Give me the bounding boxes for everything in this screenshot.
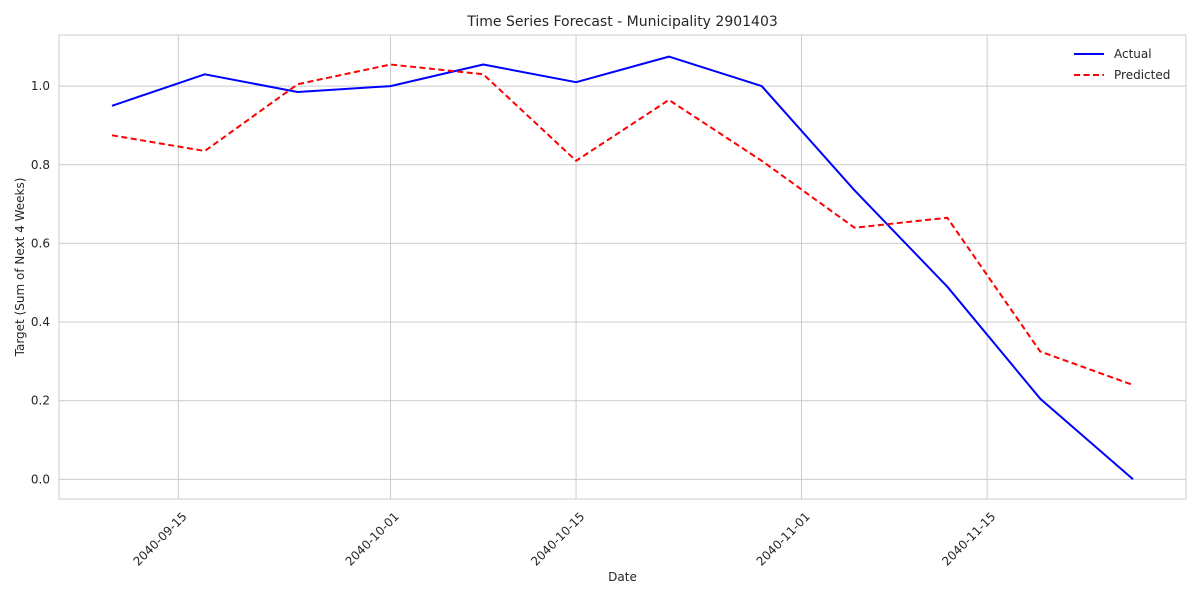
gridlines xyxy=(59,35,1186,499)
y-tick-label: 0.4 xyxy=(31,315,50,329)
legend-label-actual: Actual xyxy=(1114,47,1152,61)
y-tick-label: 0.2 xyxy=(31,394,50,408)
series-line-actual xyxy=(111,55,1134,481)
series-line-predicted xyxy=(111,63,1134,386)
chart-title: Time Series Forecast - Municipality 2901… xyxy=(466,14,778,30)
plot-frame xyxy=(58,34,1187,500)
legend-label-predicted: Predicted xyxy=(1114,68,1170,82)
legend: Actual Predicted xyxy=(1074,47,1170,82)
y-tick-label: 0.8 xyxy=(31,158,50,172)
x-axis-label: Date xyxy=(608,570,637,584)
y-axis-label: Target (Sum of Next 4 Weeks) xyxy=(13,178,27,358)
y-axis-ticks: 0.0 0.2 0.4 0.6 0.8 1.0 xyxy=(31,79,50,486)
y-tick-label: 0.0 xyxy=(31,472,50,486)
y-tick-label: 0.6 xyxy=(31,236,50,250)
series-layer xyxy=(111,55,1134,481)
y-tick-label: 1.0 xyxy=(31,79,50,93)
